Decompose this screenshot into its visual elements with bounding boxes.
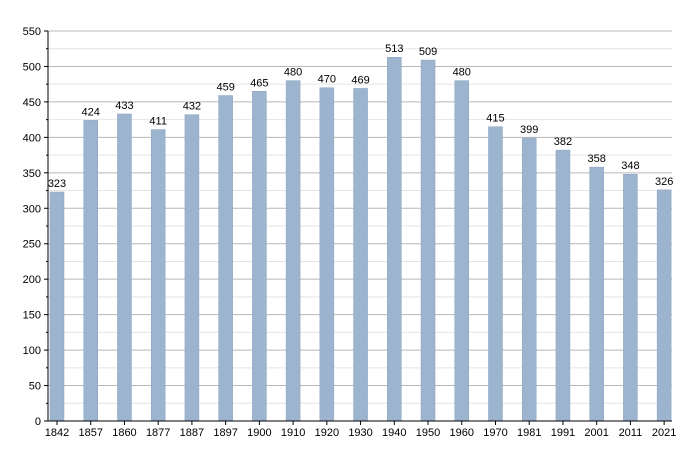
data-label-1877: 411: [149, 116, 167, 128]
bar-1842: [49, 191, 65, 422]
bar-1910: [285, 80, 301, 422]
y-tick-label: 50: [29, 381, 41, 393]
y-tick-label: 400: [23, 132, 41, 144]
data-label-1900: 465: [250, 77, 268, 89]
bar-2011: [623, 173, 638, 422]
x-tick-label-2011: 2011: [619, 427, 643, 439]
data-label-1960: 480: [453, 67, 471, 79]
bar-1877: [150, 129, 166, 422]
bars: [49, 56, 672, 422]
y-tick-label: 250: [23, 239, 41, 251]
x-tick-label-2001: 2001: [584, 427, 608, 439]
data-label-1857: 424: [82, 106, 100, 118]
bar-1950: [420, 59, 436, 422]
bar-1960: [454, 80, 470, 422]
x-tick-label-1910: 1910: [281, 427, 305, 439]
y-tick-label: 300: [23, 203, 41, 215]
data-label-1940: 513: [385, 43, 403, 55]
x-tick-label-1970: 1970: [483, 427, 507, 439]
data-label-1897: 459: [216, 82, 234, 94]
data-label-2001: 358: [587, 153, 605, 165]
data-label-1887: 432: [183, 101, 201, 113]
data-labels: 323 424 433 411 432 459 465 480 470 469 513 509 480 4…: [48, 43, 673, 190]
y-tick-label: 500: [23, 61, 41, 73]
bar-1930: [353, 88, 368, 422]
x-tick-label-1857: 1857: [78, 427, 102, 439]
bar-1860: [117, 113, 132, 422]
y-tick-label: 200: [23, 274, 41, 286]
bar-2021: [656, 189, 672, 422]
data-label-1910: 480: [284, 67, 302, 79]
data-label-1950: 509: [419, 46, 437, 58]
x-tick-label-1960: 1960: [450, 427, 474, 439]
bar-1887: [184, 114, 200, 422]
data-label-1930: 469: [351, 74, 369, 86]
x-tick-label-1981: 1981: [517, 427, 541, 439]
bar-1970: [488, 126, 503, 422]
bar-1857: [83, 120, 98, 422]
x-tick-label-1877: 1877: [146, 427, 170, 439]
x-tick-label-1897: 1897: [213, 427, 237, 439]
data-label-2021: 326: [655, 176, 673, 188]
x-tick-label-1900: 1900: [247, 427, 271, 439]
bar-2001: [589, 166, 604, 422]
x-tick-label-1991: 1991: [551, 427, 575, 439]
data-label-1920: 470: [318, 74, 336, 86]
x-tick-label-1887: 1887: [180, 427, 204, 439]
data-label-2011: 348: [621, 160, 639, 172]
y-tick-label: 0: [35, 416, 41, 428]
bar-1981: [521, 137, 537, 422]
y-tick-label: 150: [23, 310, 41, 322]
data-label-1991: 382: [554, 136, 572, 148]
bar-1940: [387, 56, 402, 422]
y-axis-ticks: 0 50 100 150 200 250 300 350 400 450 500 550: [23, 26, 48, 428]
x-tick-label-1920: 1920: [315, 427, 339, 439]
bar-1991: [555, 149, 571, 422]
x-tick-label-1930: 1930: [348, 427, 372, 439]
y-tick-label: 450: [23, 97, 41, 109]
bar-1900: [252, 91, 267, 422]
data-label-1981: 399: [520, 124, 538, 136]
data-label-1860: 433: [115, 100, 133, 112]
data-label-1970: 415: [486, 113, 504, 125]
x-tick-label-1950: 1950: [416, 427, 440, 439]
x-tick-label-2021: 2021: [652, 427, 676, 439]
x-tick-label-1842: 1842: [45, 427, 69, 439]
x-axis-ticks: 1842 1857 1860 1877 1887 1897 1900 1910 1920 1930…: [45, 421, 676, 439]
bar-1920: [319, 87, 335, 422]
y-tick-label: 550: [23, 26, 41, 38]
bar-1897: [218, 95, 233, 422]
data-label-1842: 323: [48, 178, 66, 190]
y-tick-label: 100: [23, 345, 41, 357]
x-tick-label-1940: 1940: [382, 427, 406, 439]
x-tick-label-1860: 1860: [112, 427, 136, 439]
y-tick-label: 350: [23, 168, 41, 180]
